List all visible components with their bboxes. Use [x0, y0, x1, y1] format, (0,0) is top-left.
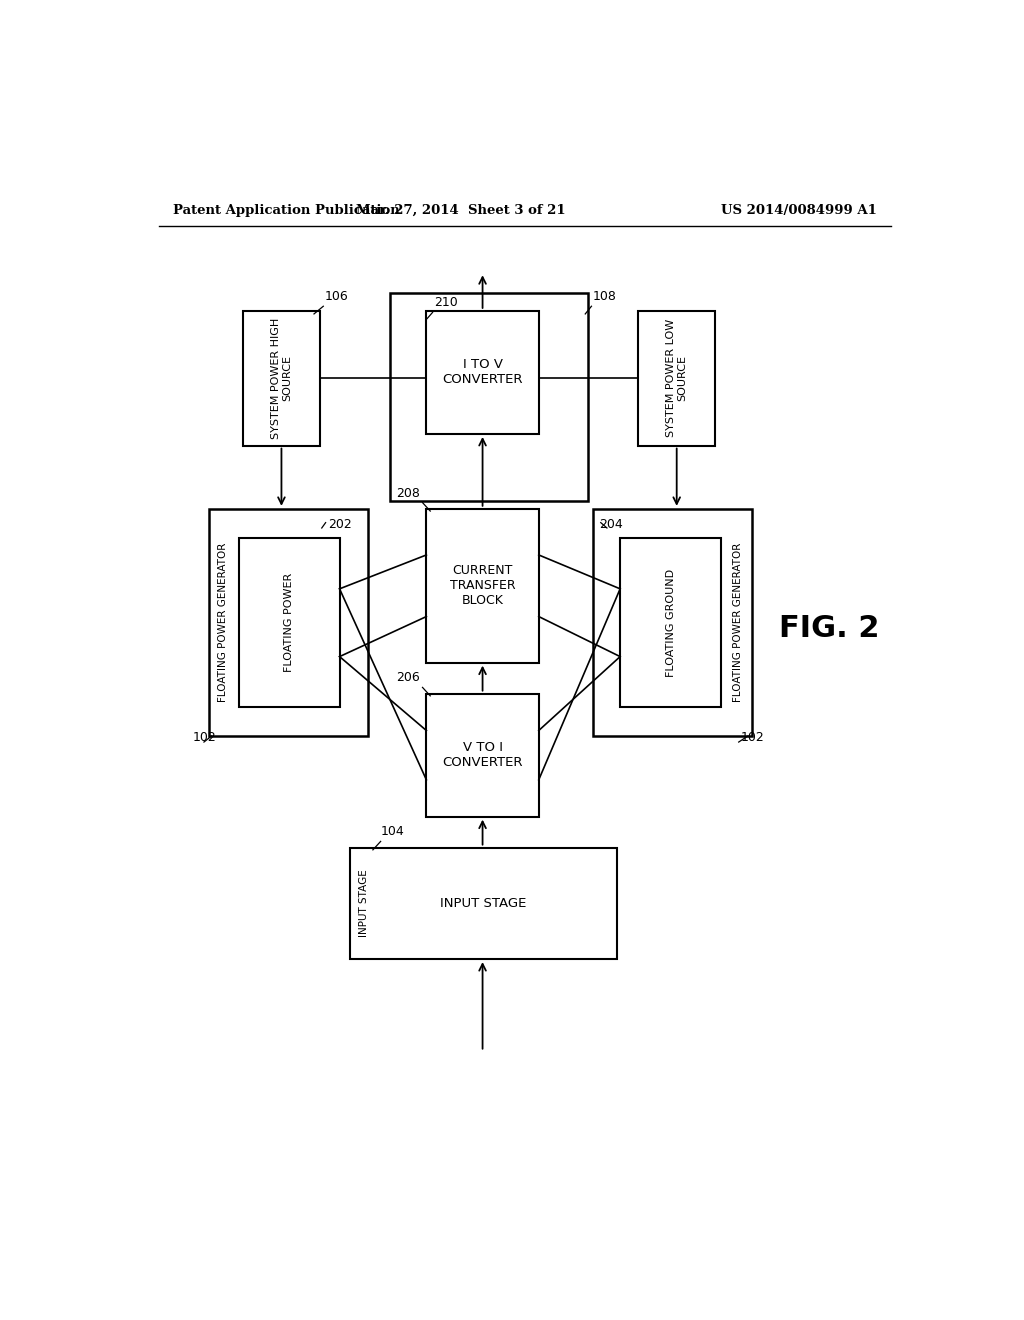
Text: 210: 210 [434, 296, 458, 309]
Text: V TO I
CONVERTER: V TO I CONVERTER [442, 741, 523, 770]
Text: 106: 106 [325, 290, 348, 304]
Bar [243, 312, 321, 446]
Text: 104: 104 [381, 825, 404, 838]
Text: US 2014/0084999 A1: US 2014/0084999 A1 [721, 205, 877, 218]
Text: 208: 208 [396, 487, 420, 499]
Text: FLOATING POWER: FLOATING POWER [285, 573, 294, 672]
Bar [349, 847, 617, 960]
Bar [426, 508, 539, 663]
Text: FLOATING POWER GENERATOR: FLOATING POWER GENERATOR [218, 543, 228, 702]
Bar [621, 539, 721, 708]
Text: FIG. 2: FIG. 2 [779, 614, 880, 643]
Text: INPUT STAGE: INPUT STAGE [358, 870, 369, 937]
Bar [209, 508, 369, 737]
Bar [638, 312, 716, 446]
Text: 206: 206 [396, 672, 420, 684]
Bar [239, 539, 340, 708]
Text: I TO V
CONVERTER: I TO V CONVERTER [442, 359, 523, 387]
Text: FLOATING GROUND: FLOATING GROUND [666, 569, 676, 677]
Bar [426, 312, 539, 434]
Bar [390, 293, 588, 502]
Bar [593, 508, 752, 737]
Text: Patent Application Publication: Patent Application Publication [173, 205, 399, 218]
Text: CURRENT
TRANSFER
BLOCK: CURRENT TRANSFER BLOCK [450, 564, 515, 607]
Text: 102: 102 [740, 730, 764, 743]
Bar [426, 693, 539, 817]
Text: INPUT STAGE: INPUT STAGE [440, 896, 526, 909]
Text: Mar. 27, 2014  Sheet 3 of 21: Mar. 27, 2014 Sheet 3 of 21 [356, 205, 566, 218]
Text: 102: 102 [193, 730, 216, 743]
Text: 108: 108 [593, 290, 616, 304]
Text: 204: 204 [599, 517, 623, 531]
Text: SYSTEM POWER LOW
SOURCE: SYSTEM POWER LOW SOURCE [666, 319, 687, 437]
Text: SYSTEM POWER HIGH
SOURCE: SYSTEM POWER HIGH SOURCE [270, 318, 292, 438]
Text: 202: 202 [328, 517, 351, 531]
Text: FLOATING POWER GENERATOR: FLOATING POWER GENERATOR [733, 543, 743, 702]
